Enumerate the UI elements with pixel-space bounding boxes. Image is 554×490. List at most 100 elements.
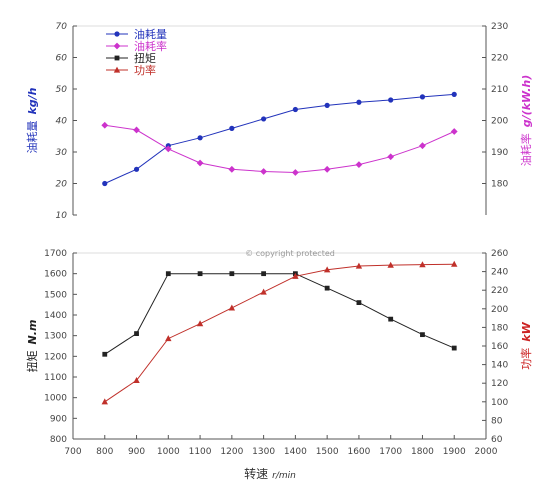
- x-axis-label: 转速: [244, 466, 268, 481]
- series-point: [102, 180, 108, 187]
- series-point: [292, 106, 298, 113]
- left-tick-label: 1500: [44, 290, 67, 300]
- right-tick-label: 220: [491, 286, 508, 296]
- series-point: [451, 260, 458, 267]
- series-point: [164, 145, 172, 153]
- right-tick-label: 190: [491, 148, 508, 158]
- series-point: [229, 125, 235, 131]
- right-axis-title: 功率 kW: [519, 321, 533, 369]
- x-tick-label: 1500: [316, 447, 339, 457]
- series-point: [292, 272, 299, 279]
- x-tick-label: 800: [96, 447, 113, 457]
- left-axis-label: 油耗量: [25, 121, 39, 154]
- left-tick-label: 1200: [44, 352, 67, 362]
- series-point: [260, 168, 268, 175]
- series-point: [196, 159, 204, 167]
- x-tick-label: 1900: [443, 447, 466, 457]
- right-tick-label: 260: [491, 249, 508, 259]
- series-point: [419, 261, 426, 268]
- left-tick-label: 40: [56, 117, 68, 127]
- legend-marker: [114, 55, 120, 61]
- right-tick-label: 180: [491, 180, 508, 190]
- left-tick-label: 1600: [44, 270, 67, 280]
- series-point: [419, 142, 426, 150]
- series-point: [228, 304, 236, 311]
- left-axis-unit: N.m: [26, 320, 39, 345]
- series-line-2: [104, 273, 455, 355]
- series-point: [387, 153, 395, 161]
- series-layer: [101, 91, 458, 405]
- series-point: [355, 161, 363, 168]
- series-point: [165, 271, 171, 277]
- left-axis-title: 油耗量 kg/h: [25, 87, 39, 153]
- left-tick-label: 60: [56, 54, 68, 64]
- right-axis-label-text: 功率 kW: [519, 321, 533, 369]
- left-tick-label: 1100: [44, 373, 67, 383]
- series-point: [133, 377, 140, 384]
- right-tick-label: 200: [491, 305, 508, 315]
- x-tick-label: 1200: [220, 447, 243, 457]
- right-tick-label: 140: [491, 361, 508, 371]
- right-tick-label: 120: [491, 379, 508, 389]
- series-point: [133, 166, 140, 172]
- x-tick-label: 1100: [189, 447, 212, 457]
- series-line-3: [104, 263, 455, 403]
- right-tick-label: 230: [491, 22, 508, 32]
- series-point: [101, 398, 108, 405]
- series-point: [388, 97, 394, 103]
- series-point: [450, 128, 458, 135]
- right-tick-label: 180: [491, 323, 508, 333]
- series-point: [356, 300, 362, 305]
- series-point: [388, 316, 394, 322]
- series-point: [196, 320, 204, 327]
- series-point: [228, 165, 236, 173]
- series-point: [197, 271, 203, 277]
- left-axis-label: 扭矩: [25, 350, 39, 372]
- series-point: [261, 116, 267, 122]
- left-tick-label: 1000: [44, 394, 67, 404]
- legend-label: 油耗率: [134, 39, 167, 53]
- left-tick-label: 1300: [44, 332, 67, 342]
- right-tick-label: 210: [491, 85, 508, 95]
- series-point: [323, 266, 331, 273]
- left-tick-label: 70: [56, 22, 68, 32]
- series-point: [324, 102, 330, 108]
- series-point: [134, 331, 139, 336]
- left-tick-label: 900: [50, 414, 67, 424]
- right-axis-label: 油耗率: [519, 133, 533, 166]
- x-tick-label: 1300: [252, 447, 275, 457]
- series-point: [133, 126, 140, 134]
- legend-marker: [113, 42, 121, 50]
- right-axis-title: 油耗率 g/(kW.h): [519, 75, 533, 166]
- left-axis-label-text: 扭矩 N.m: [25, 320, 39, 373]
- left-axis-unit: kg/h: [26, 87, 39, 114]
- series-point: [451, 91, 457, 97]
- series-point: [260, 288, 267, 295]
- legend-marker: [113, 66, 121, 73]
- x-tick-label: 1000: [157, 447, 180, 457]
- left-tick-label: 20: [56, 180, 68, 190]
- watermark-text: © copyright protected: [245, 249, 335, 258]
- series-point: [323, 165, 331, 173]
- right-axis-unit: g/(kW.h): [520, 75, 533, 127]
- axes-layer: 10203040506070180190200210220230油耗量kg/h油…: [25, 22, 533, 481]
- legend-label: 功率: [134, 63, 156, 77]
- series-point: [261, 271, 267, 277]
- right-tick-label: 240: [491, 268, 508, 278]
- left-tick-label: 1400: [44, 311, 67, 321]
- series-point: [197, 135, 203, 141]
- x-tick-label: 1400: [284, 447, 307, 457]
- x-tick-label: 700: [64, 447, 81, 457]
- x-tick-label: 1700: [379, 447, 402, 457]
- left-axis-title: 扭矩 N.m: [25, 320, 39, 373]
- series-line-0: [104, 93, 455, 184]
- series-point: [420, 332, 425, 338]
- left-tick-label: 50: [56, 85, 68, 95]
- x-tick-label: 2000: [475, 447, 498, 457]
- x-axis-title: 转速 r/min: [244, 466, 296, 481]
- legend-label: 扭矩: [134, 51, 156, 65]
- right-axis-label: 功率: [519, 348, 533, 370]
- right-tick-label: 160: [491, 342, 508, 352]
